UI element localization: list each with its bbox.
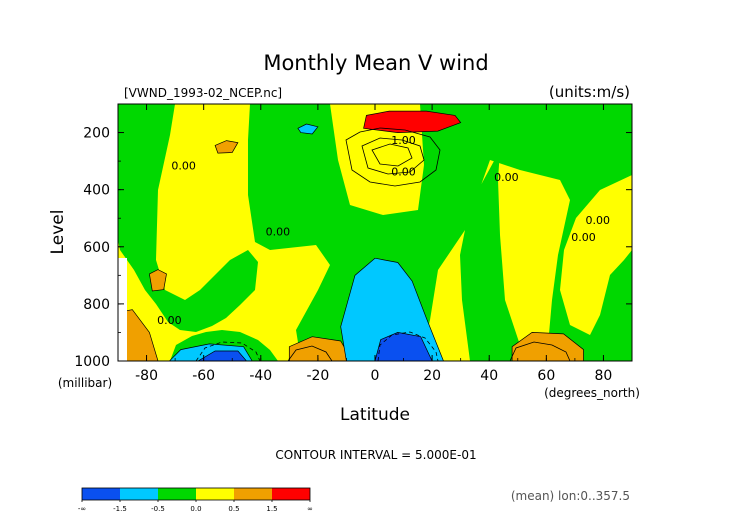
y-tick-label: 1000 bbox=[74, 354, 110, 370]
contour-line-dashed bbox=[195, 341, 261, 361]
missing-data-patch bbox=[118, 258, 127, 362]
colorbar-label: ∞ bbox=[307, 505, 313, 513]
contour-line bbox=[287, 345, 333, 361]
colorbar-label: -0.5 bbox=[151, 505, 165, 513]
units-label: (units:m/s) bbox=[549, 83, 630, 101]
colorbar-swatch bbox=[272, 488, 310, 500]
contour-region-equatorial-negative-core bbox=[374, 332, 433, 361]
x-tick-label: 20 bbox=[423, 368, 441, 384]
colorbar-swatch bbox=[120, 488, 158, 500]
y-tick-label: 800 bbox=[83, 297, 110, 313]
colorbar-label: -1.5 bbox=[113, 505, 127, 513]
plot-area: 1.00 0.00 0.00 0.00 0.00 0.00 0.00 0.00 bbox=[117, 103, 633, 362]
y-unit-label: (millibar) bbox=[58, 376, 112, 390]
x-tick-label: -40 bbox=[249, 368, 272, 384]
x-tick-label: -80 bbox=[135, 368, 158, 384]
contour-label: 1.00 bbox=[391, 134, 416, 147]
x-tick-label: 0 bbox=[371, 368, 380, 384]
contour-line bbox=[509, 341, 571, 361]
x-tick-label: 40 bbox=[480, 368, 498, 384]
contour-line bbox=[371, 143, 413, 167]
negative-band-east bbox=[598, 322, 632, 361]
contour-line bbox=[345, 127, 441, 187]
x-tick-label: -60 bbox=[192, 368, 215, 384]
colorbar-swatch bbox=[82, 488, 120, 500]
contour-region-antarctic-positive bbox=[118, 309, 159, 361]
contour-region-small-positive-250 bbox=[214, 140, 239, 154]
contour-label: 0.00 bbox=[391, 165, 416, 178]
colorbar: -∞ -1.5 -0.5 0.0 0.5 1.5 ∞ bbox=[78, 487, 313, 513]
contour-interval-text: CONTOUR INTERVAL = 5.000E-01 bbox=[275, 448, 476, 462]
contour-region-jet-positive-core bbox=[363, 110, 462, 133]
x-axis-label: Latitude bbox=[340, 405, 410, 425]
negative-band-central bbox=[248, 104, 632, 361]
y-tick-label: 400 bbox=[83, 183, 110, 199]
colorbar-label: -∞ bbox=[78, 505, 86, 513]
x-tick-label: -20 bbox=[306, 368, 329, 384]
colorbar-label: 1.5 bbox=[266, 505, 277, 513]
contour-label: 0.00 bbox=[266, 225, 291, 238]
colorbar-label: 0.5 bbox=[228, 505, 239, 513]
contour-label: 0.00 bbox=[157, 314, 182, 327]
source-label: [VWND_1993-02_NCEP.nc] bbox=[124, 86, 282, 100]
x-unit-label: (degrees_north) bbox=[544, 386, 640, 400]
contour-label: 0.00 bbox=[494, 171, 519, 184]
y-tick-label: 600 bbox=[83, 240, 110, 256]
chart-title: Monthly Mean V wind bbox=[263, 51, 488, 75]
contour-region-southern-negative-core bbox=[197, 350, 247, 361]
contour-region-small-positive-720 bbox=[149, 269, 167, 292]
x-tick-label: 80 bbox=[595, 368, 613, 384]
contour-label: 0.00 bbox=[171, 160, 196, 173]
y-axis-label: Level bbox=[48, 210, 68, 255]
contour-label: 0.00 bbox=[585, 214, 610, 227]
colorbar-swatch bbox=[196, 488, 234, 500]
x-tick-label: 60 bbox=[537, 368, 555, 384]
colorbar-swatch bbox=[158, 488, 196, 500]
negative-band-southpole bbox=[118, 104, 142, 125]
colorbar-label: 0.0 bbox=[190, 505, 201, 513]
contour-label: 0.00 bbox=[571, 231, 596, 244]
contour-line-dashed bbox=[377, 331, 439, 361]
contour-region-north-surface-positive bbox=[511, 332, 584, 361]
colorbar-swatch bbox=[234, 488, 272, 500]
y-tick-label: 200 bbox=[83, 126, 110, 142]
contour-region-south-surface-positive bbox=[288, 336, 353, 361]
contour-line bbox=[361, 137, 425, 175]
footer-mean-text: (mean) lon:0..357.5 bbox=[511, 489, 630, 503]
contour-region-small-negative-200 bbox=[297, 123, 319, 135]
